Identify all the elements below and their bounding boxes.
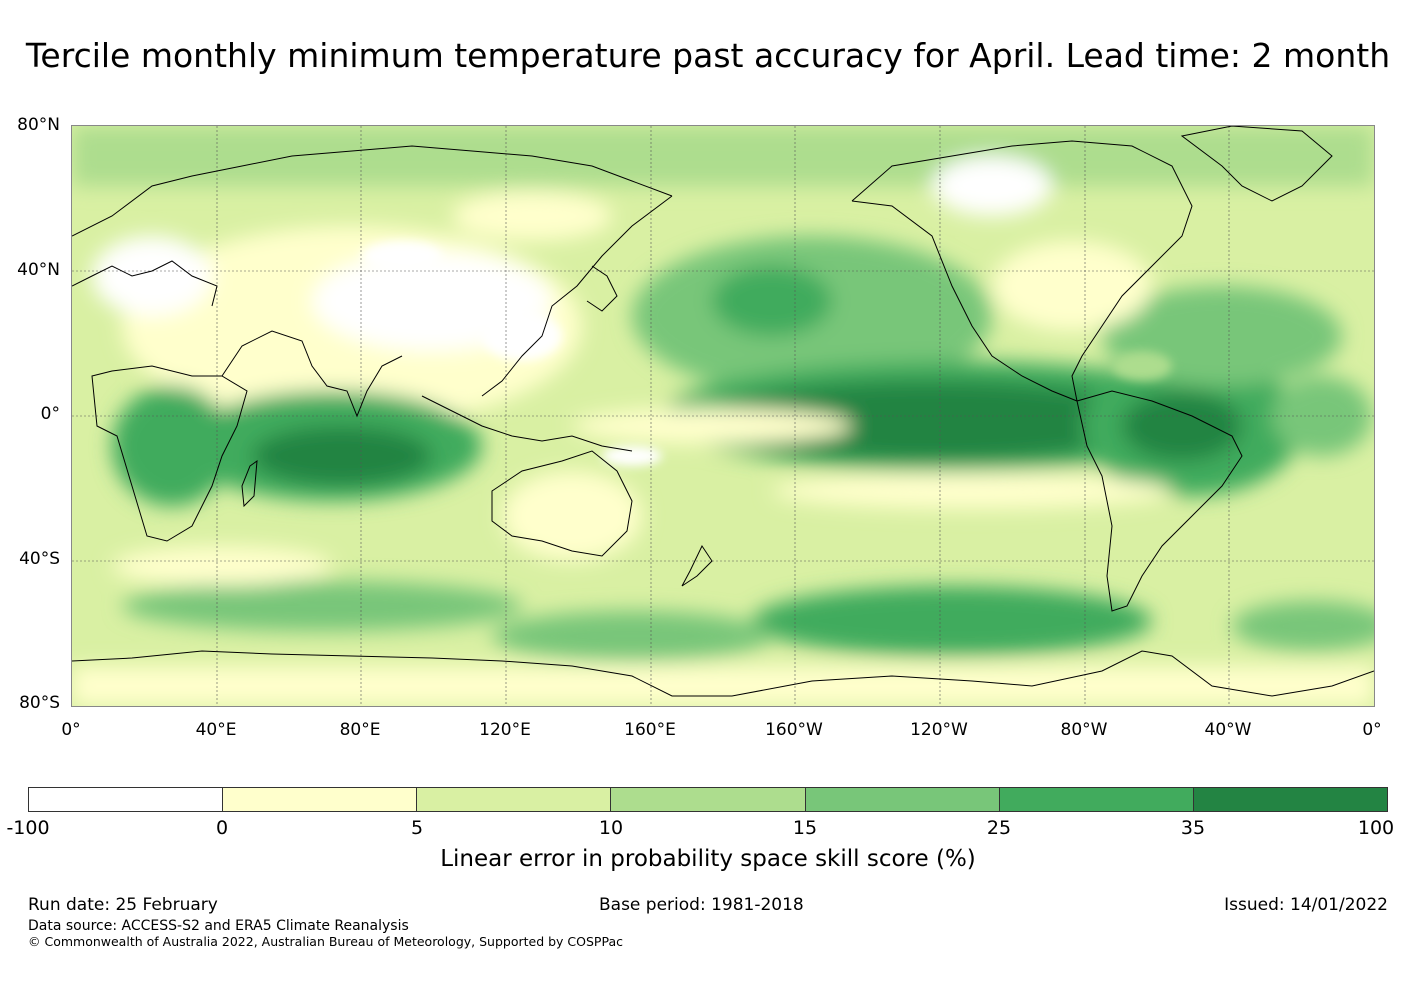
- map-canvas: [72, 126, 1374, 706]
- data-source: Data source: ACCESS-S2 and ERA5 Climate …: [28, 918, 409, 934]
- lat-label-equator: 0°: [40, 404, 60, 424]
- colorbar-segment-25-35: [999, 788, 1194, 811]
- colorbar-tick: 25: [986, 817, 1012, 839]
- colorbar-tick: 15: [792, 817, 818, 839]
- colorbar-segment-35-100: [1193, 788, 1387, 811]
- lon-label-0-right: 0°: [1362, 720, 1382, 740]
- lon-label-40w: 40°W: [1204, 720, 1252, 740]
- colorbar-segment-15-25: [805, 788, 1000, 811]
- map-title: Tercile monthly minimum temperature past…: [25, 36, 1391, 75]
- colorbar-segment-neg100-0: [29, 788, 224, 811]
- colorbar-segment-10-15: [611, 788, 806, 811]
- colorbar-segment-5-10: [417, 788, 612, 811]
- lon-label-120w: 120°W: [910, 720, 968, 740]
- lat-label-40s: 40°S: [19, 549, 60, 569]
- issued-date: Issued: 14/01/2022: [1224, 895, 1388, 915]
- lon-label-160w: 160°W: [765, 720, 823, 740]
- lat-label-40n: 40°N: [17, 260, 60, 280]
- base-period: Base period: 1981-2018: [599, 895, 804, 915]
- lat-label-80n: 80°N: [17, 115, 60, 135]
- lon-label-80w: 80°W: [1060, 720, 1108, 740]
- skill-score-map: [71, 125, 1375, 707]
- colorbar-tick: 10: [598, 817, 624, 839]
- colorbar: [28, 787, 1388, 812]
- colorbar-tick: 35: [1180, 817, 1206, 839]
- lon-label-0-left: 0°: [61, 720, 81, 740]
- colorbar-label: Linear error in probability space skill …: [440, 846, 976, 872]
- run-date: Run date: 25 February: [28, 895, 218, 915]
- colorbar-tick: 100: [1357, 817, 1395, 839]
- lon-label-160e: 160°E: [624, 720, 676, 740]
- lon-label-80e: 80°E: [339, 720, 381, 740]
- lon-label-120e: 120°E: [479, 720, 531, 740]
- coastlines: [72, 126, 1374, 697]
- copyright: © Commonwealth of Australia 2022, Austra…: [28, 934, 623, 949]
- colorbar-tick: 0: [215, 817, 229, 839]
- graticule: [72, 126, 1374, 706]
- colorbar-tick: 5: [410, 817, 424, 839]
- colorbar-tick: -100: [6, 817, 50, 839]
- lon-label-40e: 40°E: [195, 720, 237, 740]
- colorbar-segment-0-5: [223, 788, 418, 811]
- skill-detail: [362, 241, 1172, 466]
- lat-label-80s: 80°S: [19, 693, 60, 713]
